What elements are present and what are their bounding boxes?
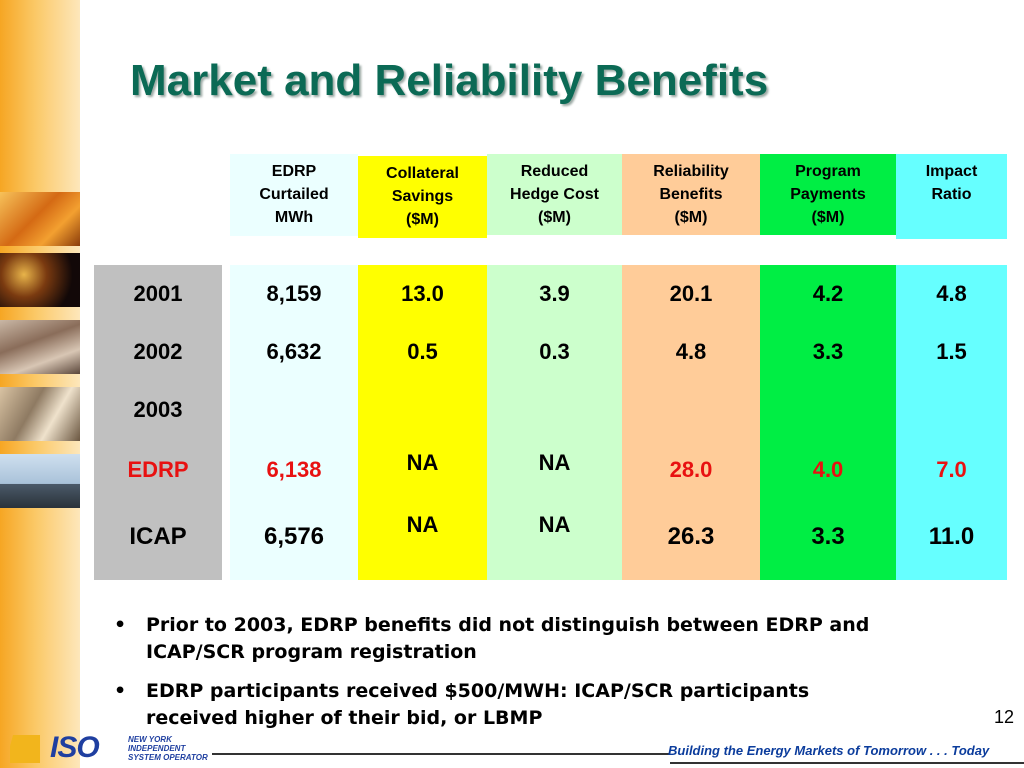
- table-cell: 26.3: [667, 523, 715, 550]
- bullet-list: • Prior to 2003, EDRP benefits did not di…: [114, 612, 904, 744]
- bullet-item: • EDRP participants received $500/MWH: IC…: [114, 680, 810, 729]
- data-column: [358, 265, 487, 580]
- bullet-glyph: •: [114, 680, 127, 702]
- table-cell: 0.5: [407, 339, 438, 364]
- table-cell: 8,159: [266, 281, 322, 306]
- trading-floor-photo: [0, 387, 80, 441]
- footer-tagline: Building the Energy Markets of Tomorrow …: [668, 743, 990, 758]
- data-column: [622, 265, 760, 580]
- table-cell: 4.0: [812, 457, 844, 482]
- column-header: Impact Ratio: [896, 154, 1007, 239]
- table-cell: 11.0: [928, 523, 975, 550]
- city-night-photo: [0, 253, 80, 307]
- table-cell: NA: [538, 512, 571, 537]
- table-cell: 20.1: [669, 281, 713, 306]
- table-cell: 6,632: [266, 339, 322, 364]
- footer-rule: [212, 753, 670, 755]
- row-label: ICAP: [129, 523, 187, 550]
- table-cell: 1.5: [936, 339, 967, 364]
- table-cell: 3.3: [811, 523, 845, 550]
- left-decorative-strip: [0, 0, 80, 768]
- logo-wordmark: ISO: [50, 731, 100, 764]
- slide-title: Market and Reliability Benefits: [130, 56, 769, 105]
- column-header: Reliability Benefits ($M): [622, 154, 760, 235]
- table-cell: 6,576: [263, 523, 325, 550]
- page-number: 12: [993, 707, 1014, 727]
- bullet-item: • Prior to 2003, EDRP benefits did not di…: [114, 614, 870, 663]
- column-header: Collateral Savings ($M): [358, 156, 487, 238]
- table-cell: 4.8: [936, 281, 967, 306]
- table-cell: NA: [406, 512, 439, 537]
- logo-subtitle: NEW YORK INDEPENDENT SYSTEM OPERATOR: [128, 735, 208, 762]
- table-cell: 28.0: [669, 457, 713, 482]
- column-header: Reduced Hedge Cost ($M): [487, 154, 622, 235]
- data-column: [760, 265, 896, 580]
- column-header: Program Payments ($M): [760, 154, 896, 235]
- row-label: EDRP: [127, 457, 189, 482]
- footer-rule-right: [670, 762, 1024, 764]
- data-column: [230, 265, 358, 580]
- walking-person-photo: [0, 320, 80, 374]
- row-label: 2002: [133, 339, 183, 364]
- bullet-glyph: •: [114, 614, 127, 636]
- column-header: EDRP Curtailed MWh: [230, 154, 358, 236]
- table-cell: 0.3: [539, 339, 570, 364]
- iso-logo: ISO NEW YORK INDEPENDENT SYSTEM OPERATOR: [10, 731, 210, 765]
- table-cell: 4.2: [812, 281, 844, 306]
- table-cell: 13.0: [401, 281, 444, 306]
- table-cell: 4.8: [675, 339, 707, 364]
- table-cell: NA: [406, 450, 439, 475]
- city-skyline-photo: [0, 454, 80, 508]
- table-cell: 3.3: [812, 339, 844, 364]
- table-cell: 7.0: [936, 457, 967, 482]
- data-column: [896, 265, 1007, 580]
- table-cell: 6,138: [266, 457, 322, 482]
- power-tower-photo: [0, 192, 80, 246]
- data-column: [487, 265, 622, 580]
- table-cell: NA: [538, 450, 571, 475]
- row-label: 2001: [133, 281, 183, 306]
- row-label: 2003: [133, 397, 183, 422]
- year-label-column: [94, 265, 222, 580]
- table-cell: 3.9: [539, 281, 570, 306]
- new-york-state-icon: [10, 735, 40, 763]
